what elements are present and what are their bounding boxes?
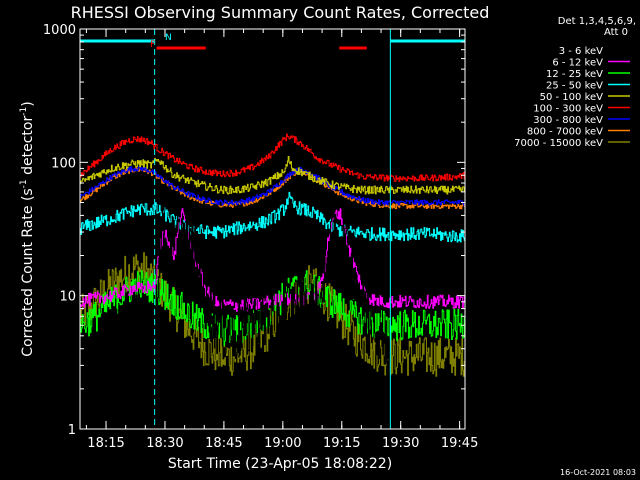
legend-label: 25 - 50 keV	[546, 81, 603, 92]
series-line-5	[80, 156, 465, 195]
flag-label-F: F	[150, 40, 155, 50]
flag-bars: NF	[80, 33, 465, 50]
y-axis-label: Corrected Count Rate (s-1 detector-1)	[19, 101, 36, 356]
legend-label: 3 - 6 keV	[559, 46, 603, 57]
legend-label: 12 - 25 keV	[546, 69, 603, 80]
x-tick-label: 18:30	[146, 436, 183, 451]
x-tick-label: 18:15	[87, 436, 124, 451]
series-line-6	[80, 133, 465, 182]
y-tick-label: 1000	[43, 23, 76, 38]
legend-label: 800 - 7000 keV	[527, 127, 603, 138]
x-tick-label: 18:45	[205, 436, 242, 451]
x-tick-label: 19:00	[264, 436, 301, 451]
flag-label-N: N	[165, 33, 172, 43]
series-line-4	[80, 191, 465, 243]
legend-label: 300 - 800 keV	[533, 115, 603, 126]
x-tick-label: 19:45	[441, 436, 478, 451]
footer-timestamp: 16-Oct-2021 08:03	[560, 468, 636, 477]
x-tick-label: 19:30	[382, 436, 419, 451]
legend-label: 6 - 12 keV	[552, 58, 603, 69]
x-axis-label: Start Time (23-Apr-05 18:08:22)	[168, 456, 392, 472]
y-tick-label: 100	[51, 156, 76, 171]
plot-frame	[79, 28, 466, 430]
legend-label: 7000 - 15000 keV	[514, 138, 603, 149]
y-tick-label: 1	[68, 423, 76, 438]
legend-label: 50 - 100 keV	[540, 92, 604, 103]
legend-header-line: Det 1,3,4,5,6,9,	[558, 16, 636, 27]
series-line-1	[80, 203, 465, 429]
y-tick-label: 10	[59, 290, 76, 305]
series-group	[80, 133, 465, 429]
chart-title: RHESSI Observing Summary Count Rates, Co…	[71, 3, 490, 22]
x-tick-label: 19:15	[323, 436, 360, 451]
legend-header-line: Att 0	[604, 27, 628, 38]
axes: 1 10 100 1000 18:15 18:30 18:45 19:00 19:15 19:30…	[43, 23, 478, 451]
legend-label: 100 - 300 keV	[533, 104, 603, 115]
